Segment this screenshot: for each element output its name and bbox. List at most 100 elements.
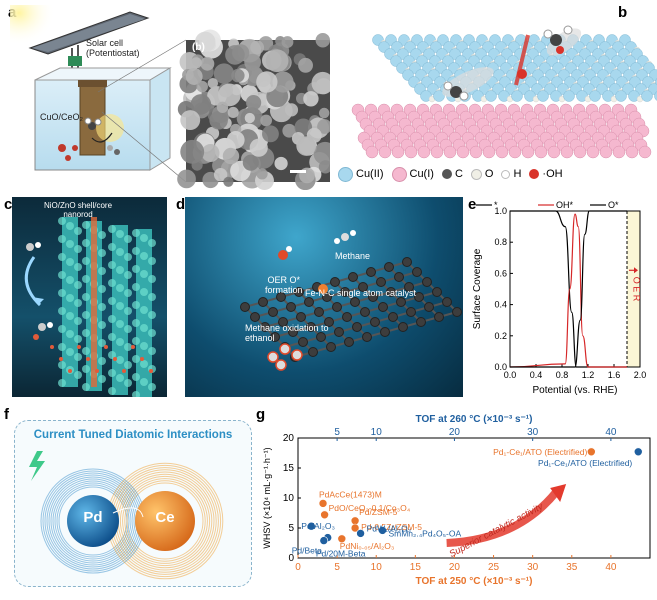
x-tick-label: 0 [295,562,301,573]
legend-cu1-label: Cu(I) [410,168,434,180]
oer-label: O E R [632,277,642,302]
x-tick-label: 35 [566,562,578,573]
panel-letter-d: d [176,196,185,213]
data-label-1-5: Pd₁-Ce₁/ATO (Electrified) [538,458,632,468]
x-tick-label: 15 [410,562,422,573]
y-tick-label: 0.0 [494,362,507,372]
electrode-label: CuO/CeO₂ [40,112,83,122]
oxygen-atom-icon [471,169,482,180]
hydroxyl-icon [529,169,539,179]
diatomic-illustration [15,421,251,586]
lattice-illustration [338,0,657,160]
hydrogen-atom-icon [501,170,510,179]
y-tick-label: 20 [283,433,295,444]
sem-label: (b) [192,42,205,53]
data-label-1-4: Pd/20M-Beta [316,549,366,559]
legend-h-label: H [513,168,521,180]
data-label-1-2: PdW₁/Al₂O₃ [367,523,412,533]
panel-a: Solar cell (Potentiostat) CuO/CeO₂ (b) [0,0,330,190]
panel-a-illustration [0,0,330,190]
x2-tick-label: 10 [371,427,383,438]
carbon-atom-icon [442,169,452,179]
legend-cu2-label: Cu(II) [356,168,384,180]
x2-tick-label: 5 [334,427,340,438]
series-line-2 [510,211,627,367]
x-tick-label: 25 [488,562,500,573]
data-label-0-0: PdAcCe(1473)M [319,489,382,499]
panel-d: Methane OER O* formation Fe-N-C single a… [185,197,463,397]
data-point-0-5 [587,448,595,456]
data-point-0-2 [351,517,359,525]
panel-letter-f: f [4,406,9,423]
legend-o-label: O [485,168,494,180]
legend-label-1: OH* [556,200,574,210]
y-tick-label: 10 [283,493,295,504]
oer-label-1: OER O* [265,275,303,285]
legend-h: H [501,168,521,180]
x-tick-label: 30 [527,562,539,573]
x-axis-label: TOF at 250 °C (×10⁻³ s⁻¹) [416,576,533,587]
panel-b: Cu(II) Cu(I) C O H ·OH [338,0,657,192]
panel-c: NiO/ZnO shell/core nanorod [12,197,167,397]
trend-arrow [447,492,557,543]
x-tick-label: 5 [334,562,340,573]
x-tick-label: 40 [605,562,617,573]
oer-label-2: formation [265,285,303,295]
legend-c: C [442,168,463,180]
x-tick-label: 1.6 [608,370,621,380]
y-tick-label: 5 [288,523,294,534]
nanorod-label-2: nanorod [44,210,112,219]
legend-c-label: C [455,168,463,180]
x-tick-label: 2.0 [634,370,647,380]
series-line-1 [510,214,627,367]
x-tick-label: 20 [449,562,461,573]
nanorod-label-1: NiO/ZnO shell/core [44,201,112,210]
catalyst-label: Fe-N-C single atom catalyst [305,288,416,298]
pd-label: Pd [75,509,111,526]
data-label-1-0: Pd/Al₂O₃ [301,521,335,531]
data-point-0-1 [321,511,329,519]
y-tick-label: 15 [283,463,295,474]
x-tick-label: 1.2 [582,370,595,380]
legend-label-2: O* [608,200,619,210]
nanorod-illustration [12,197,167,397]
legend-cu2: Cu(II) [338,167,384,182]
legend-label-0: * [494,200,498,210]
x-tick-label: 10 [371,562,383,573]
y-tick-label: 0.8 [494,237,507,247]
legend-cu1: Cu(I) [392,167,434,182]
x-tick-label: 0.8 [556,370,569,380]
y-axis-label: Surface Coverage [472,248,483,329]
x2-tick-label: 30 [527,427,539,438]
axes-frame [510,211,640,367]
series-line-0 [510,211,627,367]
potentiostat-label: (Potentiostat) [86,48,140,58]
data-label-0-2: Pd/ZSM-5 [359,507,398,517]
solar-cell-label: Solar cell [86,38,140,48]
y-tick-label: 0.2 [494,331,507,341]
legend-oh-label: ·OH [542,168,562,180]
oxidation-label-2: ethanol [245,333,329,343]
panel-f: Current Tuned Diatomic Interactions Pd C… [14,420,252,587]
cu1-atom-icon [392,167,407,182]
x-axis-label: Potential (vs. RHE) [532,385,617,396]
lattice-legend: Cu(II) Cu(I) C O H ·OH [338,164,657,184]
x2-tick-label: 20 [449,427,461,438]
y-axis-label: WHSV (×10⁴ mL·g⁻¹·h⁻¹) [262,447,272,548]
oxidation-label-1: Methane oxidation to [245,323,329,333]
x2-axis-label: TOF at 260 °C (×10⁻³ s⁻¹) [416,414,533,425]
annotation-label: Superior catalytic activity [448,501,547,560]
data-point-1-5 [634,448,642,456]
legend-oh: ·OH [529,168,562,180]
cu2-atom-icon [338,167,353,182]
data-point-1-4 [320,537,328,545]
data-label-0-5: Pd₁-Ce₁/ATO (Electrified) [493,447,587,457]
ce-label: Ce [147,509,183,526]
data-point-1-2 [357,529,365,537]
x2-tick-label: 40 [605,427,617,438]
legend-o: O [471,168,494,180]
lightning-icon [29,451,45,481]
